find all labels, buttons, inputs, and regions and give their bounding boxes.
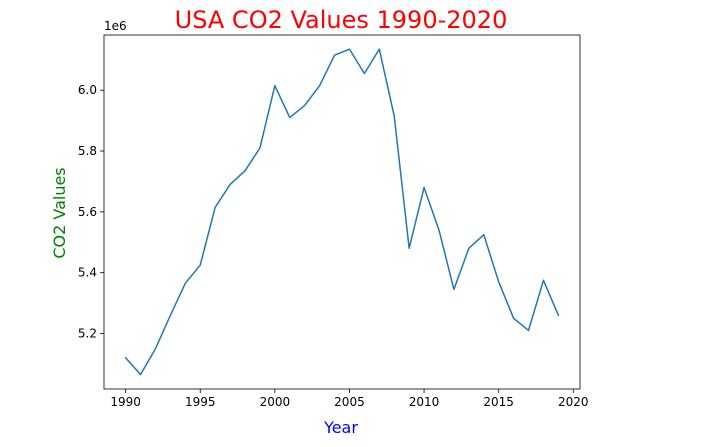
y-tick-label-1: 5.4 xyxy=(78,266,97,280)
series-line-0 xyxy=(124,48,560,376)
chart-title: USA CO2 Values 1990-2020 xyxy=(175,6,508,34)
y-axis-label: CO2 Values xyxy=(50,167,69,258)
x-tick-label-2000: 2000 xyxy=(260,395,291,409)
y-tick-label-2: 5.6 xyxy=(78,205,97,219)
x-axis-label: Year xyxy=(323,418,358,437)
x-tick-label-2010: 2010 xyxy=(409,395,440,409)
y-tick-label-4: 6.0 xyxy=(78,83,97,97)
x-tick-label-2005: 2005 xyxy=(334,395,365,409)
y-tick-label-3: 5.8 xyxy=(78,144,97,158)
plot-area: 1990 1995 2000 2005 2010 2015 2020 5.2 5.4 5.6 5.8… xyxy=(78,34,589,409)
x-tick-label-2020: 2020 xyxy=(558,395,589,409)
plot-frame xyxy=(103,34,581,390)
y-offset-label: 1e6 xyxy=(104,19,127,33)
y-tick-label-0: 5.2 xyxy=(78,326,97,340)
x-tick-label-2015: 2015 xyxy=(483,395,514,409)
x-tick-label-1995: 1995 xyxy=(185,395,216,409)
x-tick-label-1990: 1990 xyxy=(110,395,141,409)
